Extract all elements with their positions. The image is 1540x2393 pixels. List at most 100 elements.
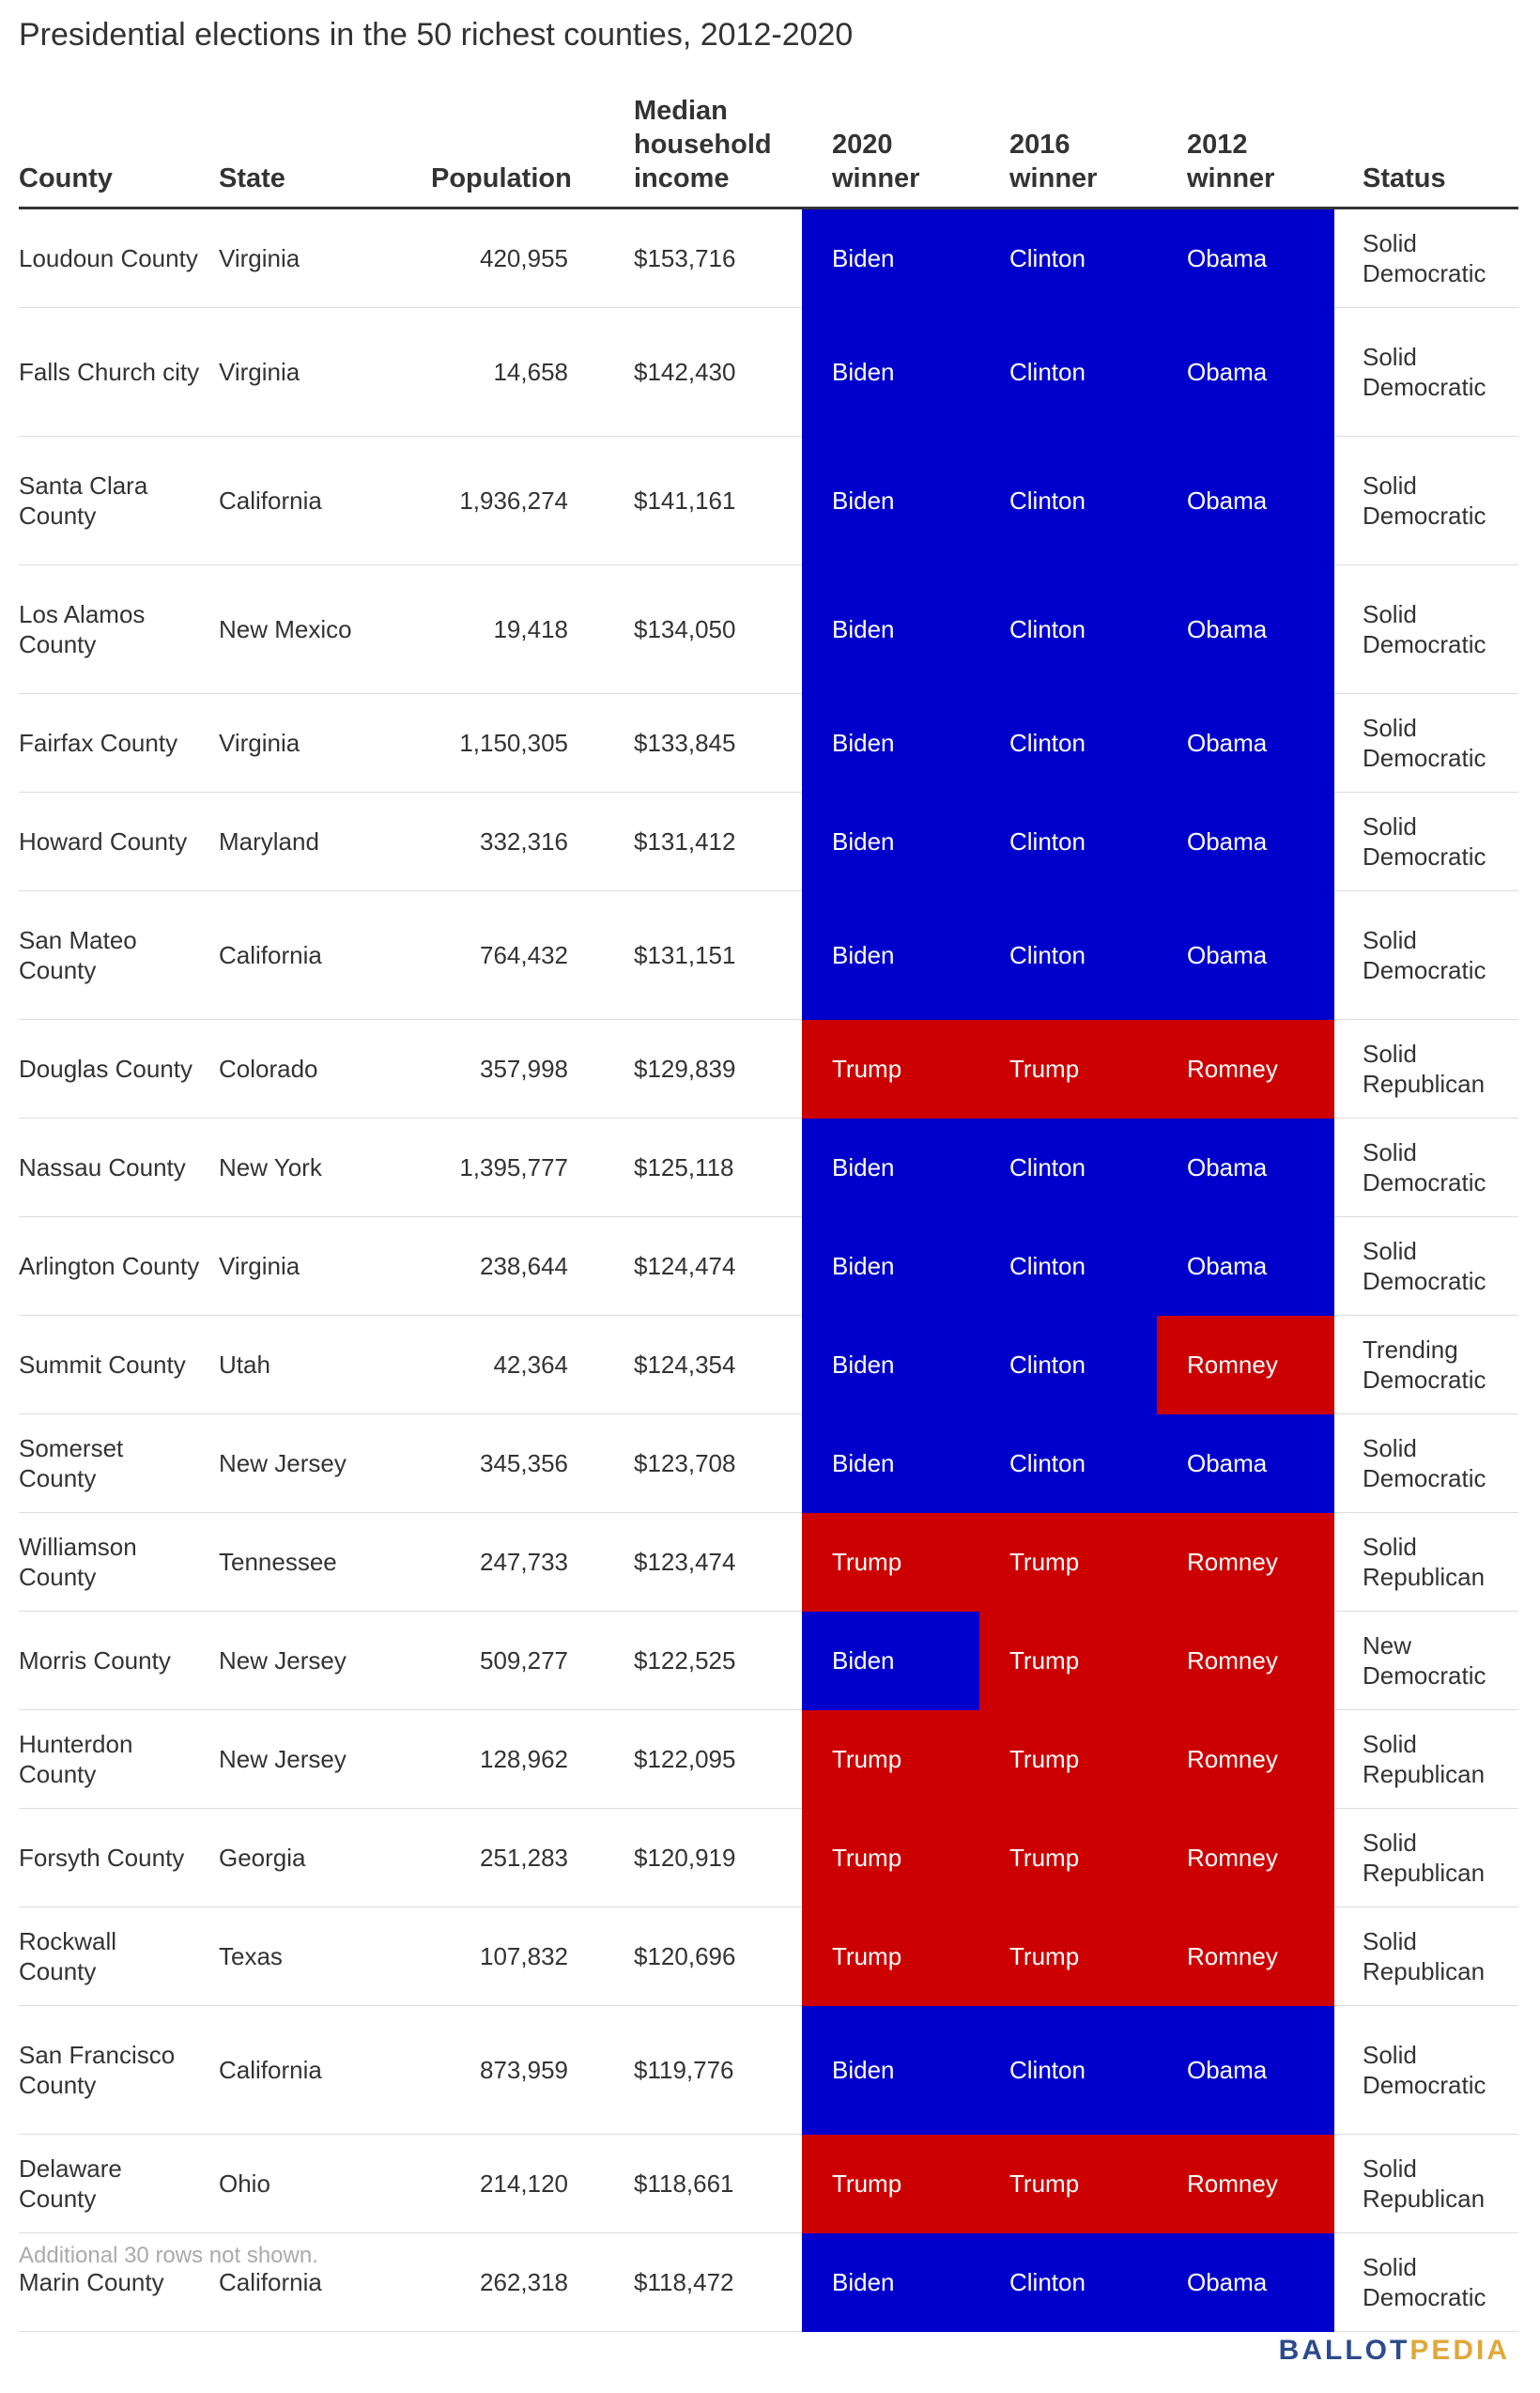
income-cell: $119,776 (606, 2005, 802, 2135)
income-cell: $122,095 (606, 1709, 802, 1809)
income-cell: $134,050 (606, 564, 802, 694)
winner-2012-cell: Obama (1157, 564, 1334, 694)
winner-2012-cell: Romney (1157, 1019, 1334, 1119)
header-row: County State Population Median household… (19, 94, 1518, 209)
state-cell: New York (219, 1118, 431, 1217)
winner-2016-cell: Trump (979, 1512, 1157, 1612)
income-cell: $133,845 (606, 693, 802, 793)
population-cell: 357,998 (431, 1019, 606, 1119)
winner-2020-cell: Biden (802, 1216, 979, 1316)
winner-2016-cell: Clinton (979, 2232, 1157, 2332)
state-cell: New Jersey (219, 1611, 431, 1710)
winner-2020-cell: Biden (802, 1118, 979, 1217)
county-cell: Hunterdon County (19, 1709, 219, 1809)
table-row: Forsyth County Georgia 251,283 $120,919 Trum… (19, 1808, 1518, 1907)
header-income: Median household income (606, 94, 802, 209)
winner-2012-cell: Romney (1157, 1611, 1334, 1710)
status-cell: Solid Republican (1334, 1512, 1518, 1612)
status-cell: Solid Republican (1334, 2134, 1518, 2233)
income-cell: $141,161 (606, 436, 802, 565)
winner-2020-cell: Trump (802, 2134, 979, 2233)
county-cell: Marin County (19, 2232, 219, 2332)
state-cell: Tennessee (219, 1512, 431, 1612)
state-cell: New Jersey (219, 1709, 431, 1809)
status-cell: New Democratic (1334, 1611, 1518, 1710)
table-row: Douglas County Colorado 357,998 $129,839 Tru… (19, 1019, 1518, 1119)
income-cell: $153,716 (606, 208, 802, 308)
status-cell: Solid Democratic (1334, 1118, 1518, 1217)
winner-2020-cell: Trump (802, 1512, 979, 1612)
income-cell: $131,151 (606, 890, 802, 1020)
winner-2012-cell: Obama (1157, 307, 1334, 437)
elections-table: County State Population Median household… (19, 94, 1518, 2332)
header-county: County (19, 94, 219, 209)
winner-2012-cell: Romney (1157, 1512, 1334, 1612)
income-cell: $118,661 (606, 2134, 802, 2233)
state-cell: Virginia (219, 693, 431, 793)
population-cell: 345,356 (431, 1413, 606, 1513)
income-cell: $124,354 (606, 1315, 802, 1414)
state-cell: Virginia (219, 307, 431, 437)
header-state: State (219, 94, 431, 209)
population-cell: 128,962 (431, 1709, 606, 1809)
state-cell: California (219, 2232, 431, 2332)
state-cell: California (219, 890, 431, 1020)
population-cell: 509,277 (431, 1611, 606, 1710)
status-cell: Solid Democratic (1334, 564, 1518, 694)
population-cell: 214,120 (431, 2134, 606, 2233)
status-cell: Solid Democratic (1334, 2005, 1518, 2135)
population-cell: 764,432 (431, 890, 606, 1020)
state-cell: New Jersey (219, 1413, 431, 1513)
winner-2012-cell: Obama (1157, 1413, 1334, 1513)
winner-2020-cell: Trump (802, 1907, 979, 2006)
income-cell: $123,708 (606, 1413, 802, 1513)
table-row: Nassau County New York 1,395,777 $125,118 Bi… (19, 1118, 1518, 1217)
income-cell: $123,474 (606, 1512, 802, 1612)
winner-2020-cell: Biden (802, 208, 979, 308)
status-cell: Solid Republican (1334, 1808, 1518, 1907)
table-row: Howard County Maryland 332,316 $131,412 Bide… (19, 792, 1518, 891)
status-cell: Solid Democratic (1334, 693, 1518, 793)
county-cell: Summit County (19, 1315, 219, 1414)
status-cell: Solid Democratic (1334, 1413, 1518, 1513)
population-cell: 332,316 (431, 792, 606, 891)
winner-2016-cell: Clinton (979, 208, 1157, 308)
income-cell: $120,696 (606, 1907, 802, 2006)
winner-2012-cell: Obama (1157, 792, 1334, 891)
winner-2012-cell: Obama (1157, 1216, 1334, 1316)
winner-2016-cell: Clinton (979, 1413, 1157, 1513)
status-cell: Solid Republican (1334, 1709, 1518, 1809)
winner-2012-cell: Obama (1157, 890, 1334, 1020)
table-row: Arlington County Virginia 238,644 $124,474 B… (19, 1216, 1518, 1316)
table-row: Summit County Utah 42,364 $124,354 Biden Clin… (19, 1315, 1518, 1414)
winner-2020-cell: Biden (802, 307, 979, 437)
status-cell: Solid Democratic (1334, 1216, 1518, 1316)
state-cell: Virginia (219, 1216, 431, 1316)
winner-2016-cell: Clinton (979, 890, 1157, 1020)
table-row: Williamson County Tennessee 247,733 $123,47… (19, 1512, 1518, 1612)
state-cell: Georgia (219, 1808, 431, 1907)
table-body: Loudoun County Virginia 420,955 $153,716 Bid… (19, 208, 1518, 2332)
winner-2016-cell: Clinton (979, 564, 1157, 694)
winner-2020-cell: Biden (802, 693, 979, 793)
status-cell: Solid Democratic (1334, 890, 1518, 1020)
county-cell: San Francisco County (19, 2005, 219, 2135)
population-cell: 238,644 (431, 1216, 606, 1316)
table-row: Morris County New Jersey 509,277 $122,525 Bi… (19, 1611, 1518, 1710)
county-cell: San Mateo County (19, 890, 219, 1020)
header-status: Status (1334, 94, 1518, 209)
winner-2016-cell: Trump (979, 1808, 1157, 1907)
winner-2012-cell: Obama (1157, 2005, 1334, 2135)
state-cell: Ohio (219, 2134, 431, 2233)
income-cell: $124,474 (606, 1216, 802, 1316)
status-cell: Solid Democratic (1334, 307, 1518, 437)
population-cell: 1,936,274 (431, 436, 606, 565)
table-row: Marin County California 262,318 $118,472 Bid… (19, 2232, 1518, 2332)
winner-2012-cell: Obama (1157, 1118, 1334, 1217)
winner-2012-cell: Romney (1157, 2134, 1334, 2233)
population-cell: 262,318 (431, 2232, 606, 2332)
county-cell: Santa Clara County (19, 436, 219, 565)
ballotpedia-logo: BALLOTPEDIA (1279, 2335, 1510, 2367)
income-cell: $118,472 (606, 2232, 802, 2332)
winner-2012-cell: Obama (1157, 436, 1334, 565)
